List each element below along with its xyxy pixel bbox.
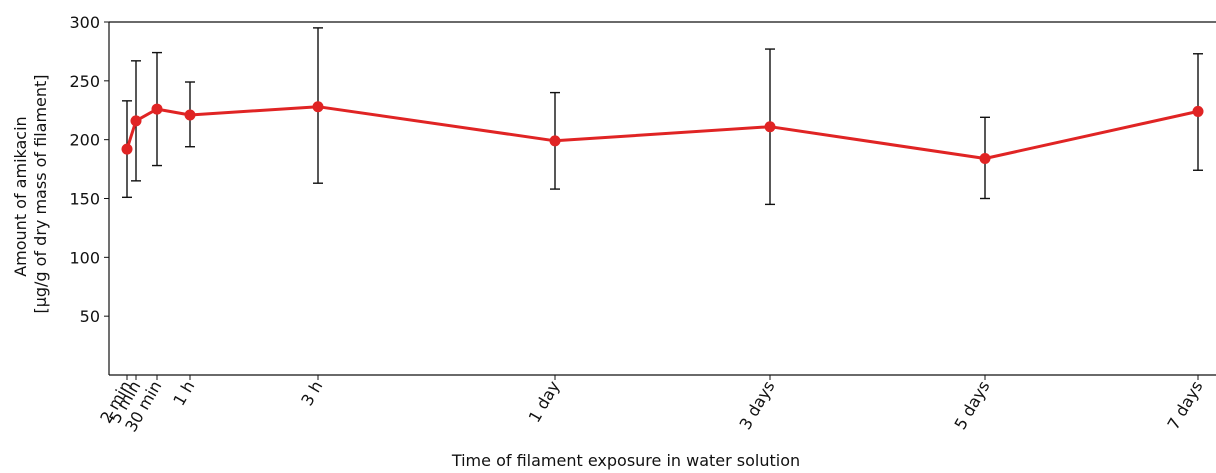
error-bars [122,27,1203,206]
x-tick-label: 1 h [169,378,198,410]
y-tick-label: 250 [69,72,100,91]
x-tick-label: 1 day [525,378,564,426]
y-axis-title-line-1: Amount of amikacin [11,116,30,276]
x-tick-label: 5 days [950,378,993,433]
data-point [151,103,163,115]
data-point [764,121,776,133]
x-axis-title: Time of filament exposure in water solut… [451,451,800,470]
y-axis-title-line-2: [µg/g of dry mass of filament] [31,74,50,313]
data-point [130,115,142,127]
axes [108,21,1216,376]
data-point [184,109,196,121]
y-axis-ticks: 50 100 150 200 250 300 [69,13,109,326]
series-line [125,105,1199,160]
data-point [549,135,561,147]
y-axis-title: Amount of amikacin [µg/g of dry mass of … [11,74,50,313]
y-tick-label: 300 [69,13,100,32]
data-point [979,152,991,164]
x-tick-label: 3 h [297,378,326,410]
data-point [1192,105,1204,117]
y-tick-label: 150 [69,190,100,209]
series-path [125,105,1199,160]
y-tick-label: 100 [69,248,100,267]
y-tick-label: 200 [69,131,100,150]
x-tick-label: 3 days [735,378,778,433]
data-point [312,101,324,113]
data-points [121,101,1204,164]
x-tick-label: 7 days [1163,378,1206,433]
y-tick-label: 50 [80,307,100,326]
data-point [121,143,133,155]
